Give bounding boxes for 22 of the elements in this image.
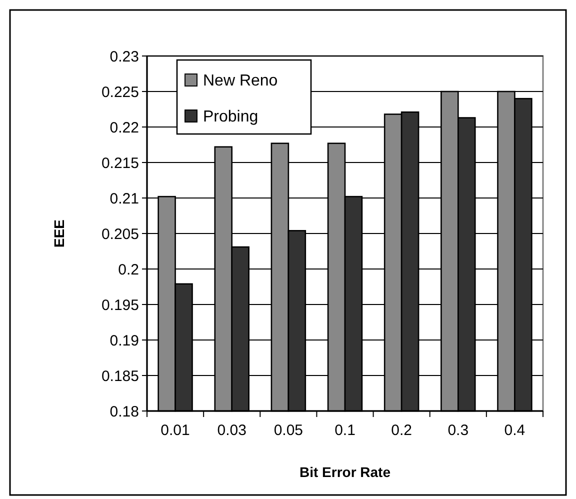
x-tick-label: 0.3: [448, 422, 469, 439]
legend-label: Probing: [203, 108, 258, 126]
y-tick-label: 0.2: [118, 261, 139, 278]
y-tick-label: 0.195: [101, 296, 139, 314]
x-tick-label: 0.4: [504, 422, 526, 439]
y-tick-label: 0.18: [110, 403, 139, 420]
y-tick-label: 0.19: [110, 332, 139, 350]
x-tick-label: 0.03: [217, 422, 246, 439]
y-tick-label: 0.23: [110, 48, 139, 66]
y-tick-label: 0.22: [110, 119, 139, 136]
x-axis-title: Bit Error Rate: [299, 464, 391, 480]
x-tick-label: 0.05: [274, 422, 304, 439]
legend-label: New Reno: [203, 72, 278, 90]
y-tick-label: 0.215: [101, 154, 139, 172]
y-tick-label: 0.185: [101, 368, 139, 385]
x-tick-label: 0.1: [334, 422, 356, 439]
y-axis-title: EEE: [51, 219, 67, 248]
y-tick-label: 0.205: [101, 226, 139, 243]
x-tick-label: 0.01: [160, 422, 190, 439]
y-tick-label: 0.225: [101, 84, 139, 101]
y-tick-label: 0.21: [110, 190, 139, 208]
x-tick-label: 0.2: [391, 422, 412, 439]
